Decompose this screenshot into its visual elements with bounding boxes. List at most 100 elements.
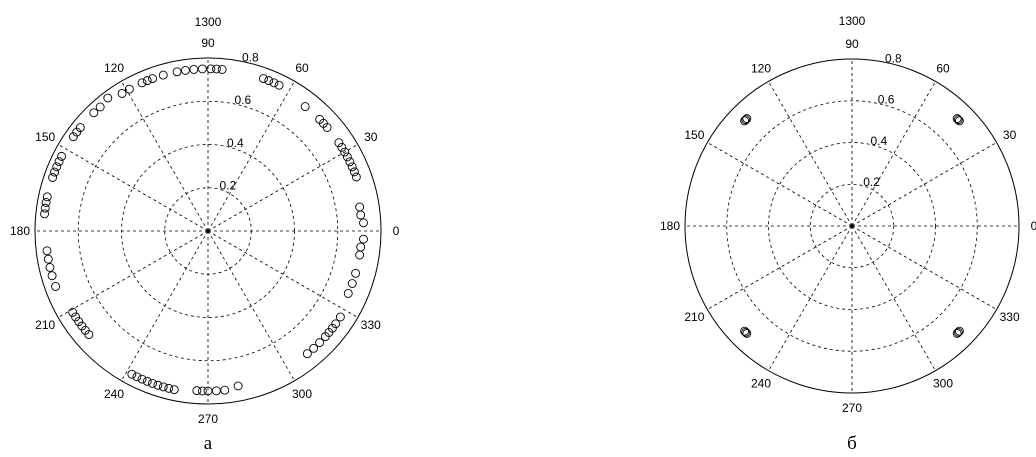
theta-tick-label: 240 — [751, 377, 771, 391]
data-point-marker — [355, 250, 365, 260]
caption-b: б — [847, 433, 857, 454]
data-point-marker — [211, 386, 221, 396]
theta-tick-label: 240 — [104, 387, 124, 401]
data-point-marker — [197, 64, 207, 74]
grid-ring — [809, 183, 895, 269]
theta-tick-label: 300 — [292, 387, 312, 401]
data-point-marker — [142, 76, 152, 86]
data-point-marker — [952, 328, 962, 338]
data-point-marker — [740, 116, 750, 126]
data-point-marker — [132, 372, 142, 382]
grid-ring — [768, 142, 936, 310]
theta-tick-label: 120 — [751, 61, 771, 75]
grid-spoke — [851, 142, 997, 227]
data-point-marker — [158, 70, 168, 80]
data-point-marker — [95, 102, 105, 112]
data-point-marker — [952, 114, 962, 124]
r-tick-label: 0.4 — [227, 136, 244, 150]
data-point-marker — [742, 328, 752, 338]
center-mark — [849, 223, 855, 229]
data-point-marker — [206, 64, 216, 74]
data-point-marker — [343, 288, 353, 298]
data-point-marker — [954, 116, 964, 126]
theta-tick-label: 30 — [1003, 128, 1017, 142]
data-point-marker — [334, 138, 344, 148]
data-point-marker — [217, 64, 227, 74]
data-point-marker — [68, 307, 78, 317]
data-point-marker — [127, 369, 137, 379]
data-point-marker — [264, 76, 274, 86]
data-point-marker — [359, 218, 368, 228]
data-point-marker — [259, 74, 268, 84]
data-point-marker — [51, 282, 61, 291]
theta-tick-label: 330 — [361, 318, 381, 332]
data-point-marker — [741, 115, 751, 125]
grid-spoke — [57, 230, 209, 318]
data-point-marker — [300, 102, 310, 112]
theta-tick-label: 0 — [393, 224, 400, 238]
data-point-marker — [355, 202, 365, 212]
theta-tick-label: 150 — [684, 128, 704, 142]
data-point-marker — [212, 64, 221, 74]
data-point-marker — [142, 376, 152, 386]
data-point-marker — [197, 386, 207, 396]
plot-title-b: 1300 — [839, 14, 866, 28]
data-point-marker — [52, 162, 62, 172]
polar-plot-b: 1300 03060901201501802102402703003300.20… — [660, 14, 1036, 454]
theta-tick-label: 60 — [936, 61, 950, 75]
data-point-marker — [269, 78, 279, 88]
data-point-marker — [50, 167, 60, 177]
grid-spoke — [207, 230, 359, 318]
data-point-marker — [331, 319, 341, 329]
data-point-marker — [233, 381, 243, 391]
data-point-marker — [124, 84, 134, 94]
data-point-marker — [40, 209, 50, 219]
grid-spoke — [207, 230, 295, 382]
tick-labels-a: 0 30 60 90 120 150 180 210 240 270 300 330 0.2 0.4 0.6… — [10, 36, 400, 426]
theta-tick-label: 300 — [933, 377, 953, 391]
data-point-marker — [42, 192, 52, 202]
grid-spoke — [707, 225, 853, 310]
grid-spoke — [768, 225, 853, 371]
data-point-marker — [309, 343, 319, 353]
outer-boundary — [34, 57, 382, 405]
data-point-marker — [48, 173, 58, 182]
theta-tick-label: 120 — [104, 61, 124, 75]
grid-spoke — [851, 225, 997, 310]
r-tick-label: 0.6 — [878, 93, 895, 107]
data-point-marker — [137, 78, 147, 88]
data-point-marker — [71, 312, 81, 322]
theta-tick-label: 150 — [35, 130, 55, 144]
data-point-marker — [335, 312, 345, 322]
data-point-marker — [117, 89, 127, 98]
grid-ring — [77, 100, 339, 362]
theta-tick-label: 60 — [295, 61, 309, 75]
data-point-marker — [356, 242, 366, 252]
data-point-marker — [54, 157, 64, 166]
data-point-marker — [47, 271, 57, 281]
data-point-marker — [169, 385, 179, 395]
data-point-marker — [741, 327, 751, 337]
data-point-marker — [954, 326, 964, 336]
outer-boundary — [684, 58, 1020, 394]
grid-spoke — [851, 81, 936, 227]
data-point-marker — [158, 382, 168, 392]
r-tick-label: 0.4 — [870, 134, 887, 148]
data-markers-b — [740, 114, 964, 338]
theta-tick-label: 30 — [364, 130, 378, 144]
data-point-marker — [302, 349, 312, 359]
theta-tick-label: 0 — [1031, 219, 1036, 233]
data-point-marker — [356, 210, 366, 220]
data-point-marker — [315, 338, 325, 348]
theta-tick-label: 210 — [35, 318, 55, 332]
data-point-marker — [337, 142, 347, 152]
plot-title-a: 1300 — [195, 15, 222, 29]
theta-tick-label: 330 — [1000, 310, 1020, 324]
grid-spoke — [121, 230, 209, 382]
theta-tick-label: 90 — [201, 36, 215, 50]
grid-spoke — [207, 144, 359, 232]
data-point-marker — [220, 385, 230, 395]
caption-a: а — [204, 433, 213, 454]
data-point-marker — [89, 108, 99, 118]
data-point-marker — [742, 114, 752, 124]
